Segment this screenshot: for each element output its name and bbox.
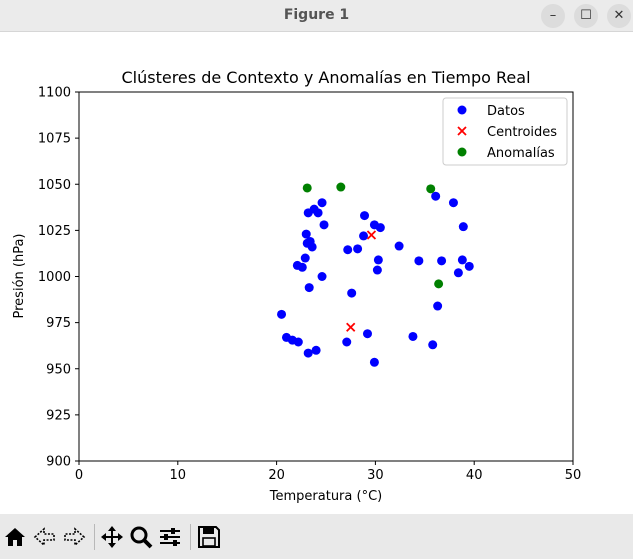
figure-canvas: Clústeres de Contexto y Anomalías en Tie…: [0, 32, 633, 514]
close-button[interactable]: ✕: [607, 4, 631, 28]
data-point: [428, 340, 438, 350]
data-point: [317, 198, 327, 208]
data-point: [453, 268, 463, 278]
zoom-icon[interactable]: [128, 524, 154, 550]
anomaly-point: [302, 183, 312, 193]
anomaly-point: [336, 182, 346, 192]
data-point: [359, 231, 369, 241]
minimize-button[interactable]: –: [541, 4, 565, 28]
legend-label: Centroides: [487, 125, 557, 140]
y-tick-label: 975: [46, 316, 71, 331]
y-tick-label: 900: [46, 455, 71, 470]
legend-box: [442, 97, 568, 166]
navigation-toolbar: [0, 514, 633, 559]
back-icon[interactable]: [32, 524, 58, 550]
toolbar-separator: [190, 524, 191, 550]
y-tick-label: 1050: [38, 178, 71, 193]
x-axis-label: Temperatura (°C): [269, 489, 382, 504]
data-point: [304, 283, 314, 293]
legend: Datos Centroides Anomalías: [442, 97, 568, 166]
data-point: [433, 301, 443, 311]
data-point: [277, 309, 287, 319]
y-tick-label: 1025: [38, 224, 71, 239]
y-tick-label: 925: [46, 408, 71, 423]
legend-marker: [457, 147, 467, 157]
x-tick-label: 10: [170, 468, 187, 483]
data-point: [293, 337, 303, 347]
data-points: [277, 182, 474, 367]
centroid-marker: [346, 322, 356, 332]
scatter-chart: Clústeres de Contexto y Anomalías en Tie…: [12, 68, 581, 504]
x-tick-label: 40: [466, 468, 483, 483]
data-point: [464, 261, 474, 271]
data-point: [301, 229, 311, 239]
y-tick-label: 1100: [38, 86, 71, 101]
configure-subplots-icon[interactable]: [157, 524, 183, 550]
save-icon[interactable]: [196, 524, 222, 550]
x-tick-label: 30: [367, 468, 384, 483]
data-point: [342, 337, 352, 347]
data-point: [305, 236, 315, 246]
data-point: [313, 208, 323, 218]
data-point: [457, 255, 467, 265]
data-point: [437, 256, 447, 266]
data-point: [319, 220, 329, 230]
data-point: [372, 265, 382, 275]
data-point: [362, 329, 372, 339]
data-point: [394, 241, 404, 251]
data-point: [353, 244, 363, 254]
data-point: [343, 245, 353, 255]
y-tick-label: 950: [46, 362, 71, 377]
legend-label: Anomalías: [487, 146, 555, 161]
centroid-marker: [366, 230, 377, 240]
data-point: [448, 198, 458, 208]
forward-icon[interactable]: [61, 524, 87, 550]
data-point: [347, 288, 357, 298]
legend-marker: [457, 126, 467, 136]
legend-label: Datos: [487, 104, 525, 119]
toolbar-separator: [94, 524, 95, 550]
y-tick-label: 1000: [38, 270, 71, 285]
data-point: [303, 348, 313, 358]
x-tick-label: 50: [565, 468, 582, 483]
data-point: [414, 256, 424, 266]
x-axis: 0 10 20 30 40 50: [75, 461, 581, 483]
anomaly-point: [426, 184, 436, 194]
y-axis: 900 925 950 975 1000 1025 1050 1075 1100: [38, 86, 79, 470]
x-stroke: [457, 126, 467, 136]
window-title: Figure 1: [283, 7, 350, 23]
home-icon[interactable]: [2, 524, 28, 550]
y-axis-label: Presión (hPa): [12, 234, 27, 319]
data-point: [300, 253, 310, 263]
data-point: [311, 345, 321, 355]
chart-title: Clústeres de Contexto y Anomalías en Tie…: [121, 68, 530, 87]
maximize-button[interactable]: ☐: [574, 4, 598, 28]
x-stroke: [366, 230, 377, 240]
data-point: [297, 262, 307, 272]
data-point: [458, 222, 468, 232]
data-point: [317, 272, 327, 281]
y-tick-label: 1075: [38, 132, 71, 147]
pan-icon[interactable]: [99, 524, 125, 550]
data-point: [375, 223, 385, 233]
x-tick-label: 0: [75, 468, 83, 483]
x-stroke: [346, 322, 356, 332]
window-titlebar: Figure 1 – ☐ ✕: [0, 0, 633, 32]
data-point: [369, 357, 379, 367]
legend-marker: [457, 105, 467, 115]
data-point: [431, 191, 441, 201]
x-tick-label: 20: [268, 468, 285, 483]
data-point: [360, 211, 370, 221]
anomaly-point: [434, 279, 444, 289]
data-point: [408, 331, 418, 341]
data-point: [373, 255, 383, 265]
